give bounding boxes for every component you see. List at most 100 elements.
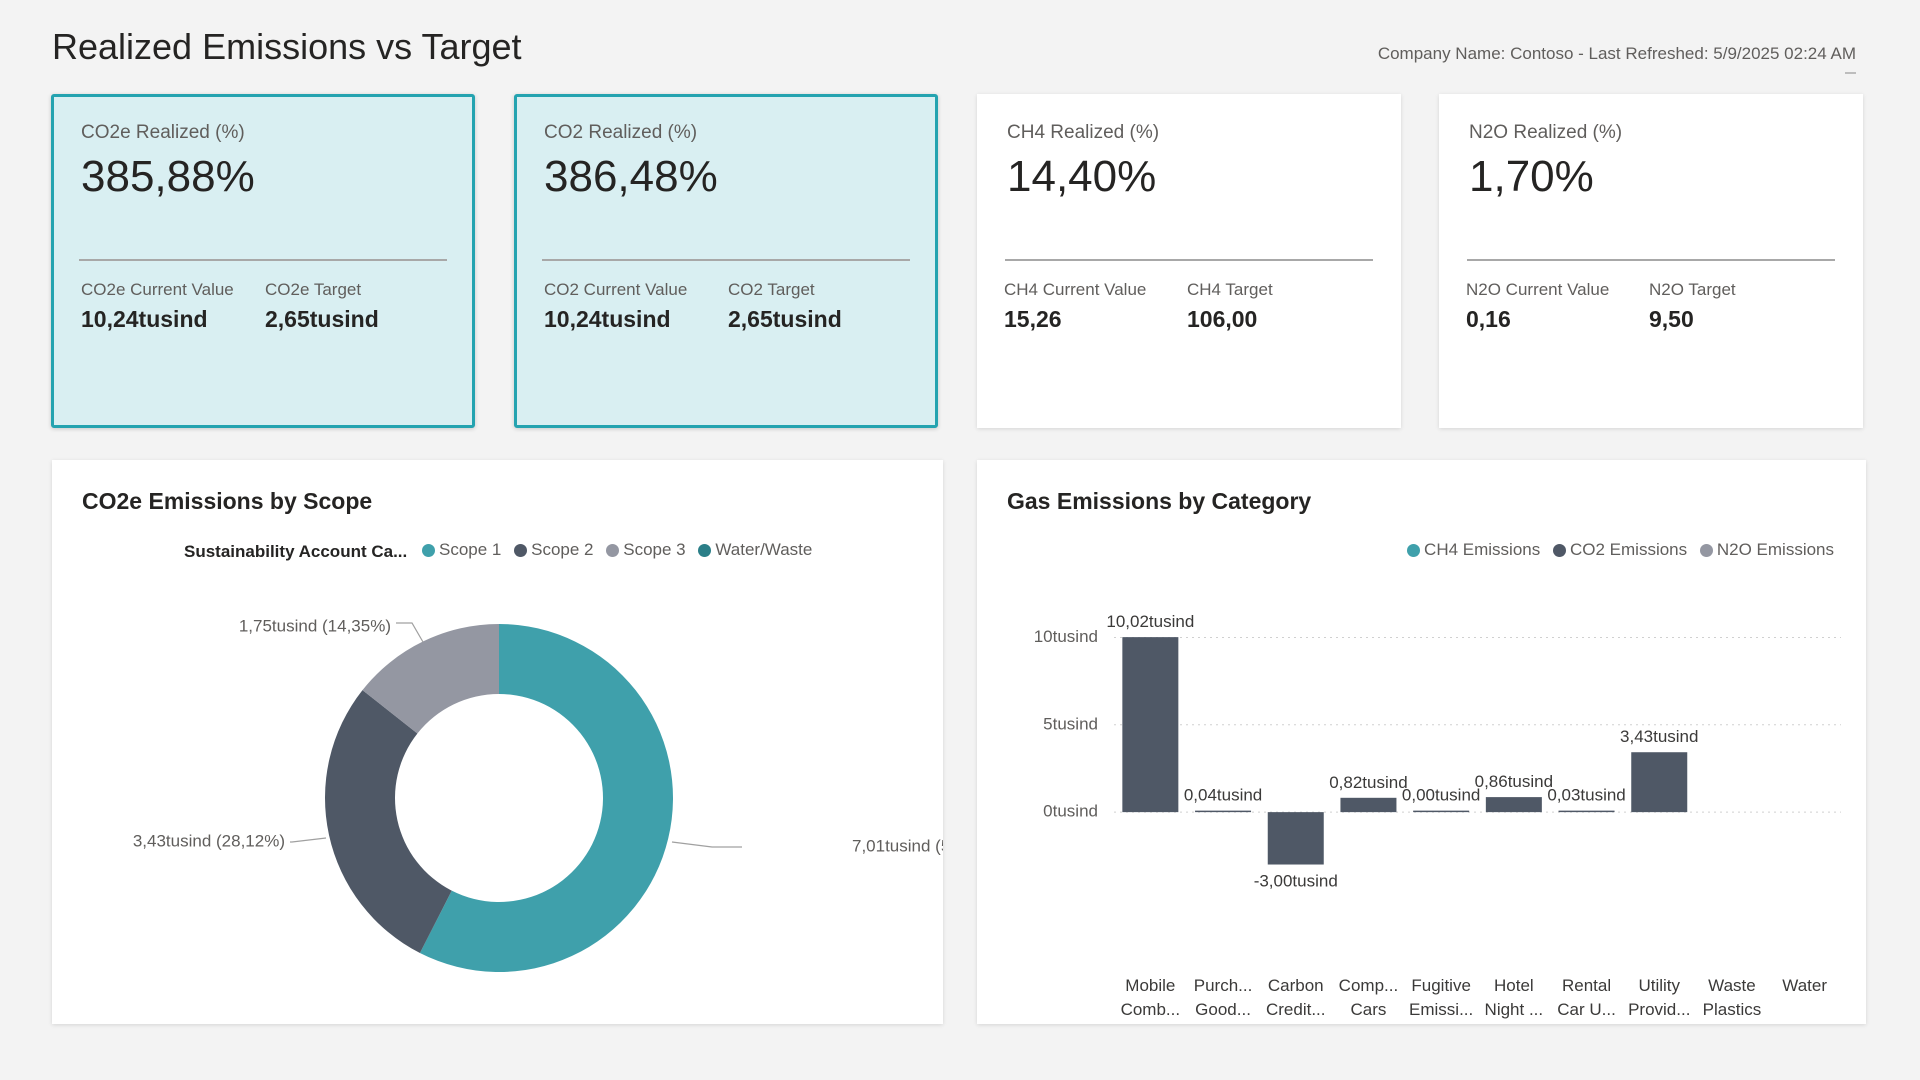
legend-dot (421, 543, 435, 557)
y-tick-label: 0tusind (1043, 802, 1098, 821)
bar-0 (1122, 637, 1179, 813)
category-bar-chart: 0tusind 5tusind 10tusind 10,02tusind Mobile C… (1034, 612, 1841, 1019)
current-value-label: CH4 Current Value (1004, 280, 1147, 299)
x-tick-label: Carbon (1268, 976, 1324, 995)
bar-3 (1340, 797, 1397, 813)
bar-data-label: 10,02tusind (1106, 612, 1194, 631)
legend-dot (514, 543, 528, 557)
target-value: 2,65tusind (728, 306, 842, 332)
x-tick-label: Emissi... (1409, 1000, 1473, 1019)
x-tick-label: Waste (1708, 976, 1756, 995)
bar-data-label: 0,82tusind (1329, 773, 1407, 792)
current-value-label: CO2 Current Value (544, 280, 688, 299)
x-tick-label: Water (1782, 976, 1827, 995)
category-chart-panel[interactable]: Gas Emissions by Category CH4 Emissions … (977, 460, 1866, 1024)
legend-label: Scope 3 (623, 540, 686, 559)
legend-item-water-waste[interactable]: Water/Waste (698, 540, 812, 560)
donut-slice-scope-3 (362, 624, 499, 734)
legend-dot (1552, 543, 1566, 557)
donut-slice-scope-2 (325, 690, 452, 954)
donut-leader-line (290, 837, 327, 843)
bar-data-label: 3,43tusind (1620, 727, 1698, 746)
kpi-label: CO2 Realized (%) (544, 122, 698, 143)
bar-data-label: 0,00tusind (1402, 786, 1480, 805)
x-tick-label: Plastics (1703, 1000, 1762, 1019)
kpi-divider (1467, 259, 1835, 261)
target-value: 9,50 (1649, 306, 1694, 332)
legend-item-scope-1[interactable]: Scope 1 (421, 540, 502, 560)
bar-data-label: 0,86tusind (1475, 772, 1553, 791)
legend-label: Scope 1 (438, 540, 502, 559)
x-tick-label: Comp... (1339, 976, 1399, 995)
kpi-value: 1,70% (1469, 152, 1594, 201)
legend-dot (698, 543, 712, 557)
kpi-divider (1005, 259, 1373, 261)
kpi-card-ch4[interactable]: CH4 Realized (%) 14,40% CH4 Current Valu… (977, 94, 1401, 428)
target-label: N2O Target (1649, 280, 1736, 299)
refresh-underline (1845, 72, 1856, 74)
x-tick-label: Night ... (1485, 1000, 1544, 1019)
scope-donut-chart: 7,01tusind (57,53%) 3,43tusind (28,12%) 1,… (133, 616, 943, 972)
x-tick-label: Mobile (1125, 976, 1175, 995)
x-tick-label: Cars (1350, 1000, 1386, 1019)
kpi-divider (542, 259, 910, 261)
target-value: 106,00 (1187, 306, 1258, 332)
kpi-label: CH4 Realized (%) (1007, 122, 1160, 143)
donut-data-label: 1,75tusind (14,35%) (239, 616, 391, 635)
x-tick-label: Fugitive (1411, 976, 1471, 995)
panel-title: Gas Emissions by Category (1007, 488, 1312, 514)
donut-leader-line (671, 841, 742, 848)
legend-label: Water/Waste (715, 540, 813, 559)
kpi-value: 386,48% (544, 152, 718, 201)
scope-chart-panel[interactable]: CO2e Emissions by Scope Sustainability A… (52, 460, 943, 1024)
legend-item-co2[interactable]: CO2 Emissions (1552, 540, 1688, 560)
legend-dot (1407, 543, 1421, 557)
kpi-label: N2O Realized (%) (1469, 122, 1623, 143)
bar-6 (1558, 810, 1615, 813)
x-tick-label: Car U... (1557, 1000, 1616, 1019)
target-label: CO2e Target (265, 280, 362, 299)
legend-label: CH4 Emissions (1424, 540, 1541, 559)
legend-dot (1699, 543, 1713, 557)
scope-legend: Sustainability Account Ca... Scope 1 Sco… (184, 540, 820, 562)
legend-item-ch4[interactable]: CH4 Emissions (1407, 540, 1540, 560)
x-tick-label: Rental (1562, 976, 1611, 995)
legend-label: N2O Emissions (1716, 540, 1834, 559)
current-value-label: CO2e Current Value (81, 280, 234, 299)
target-label: CH4 Target (1187, 280, 1273, 299)
kpi-card-co2[interactable]: CO2 Realized (%) 386,48% CO2 Current Val… (514, 94, 938, 428)
current-value: 10,24tusind (81, 306, 208, 332)
panel-title: CO2e Emissions by Scope (82, 488, 373, 514)
x-tick-label: Comb... (1121, 1000, 1181, 1019)
legend-item-n2o[interactable]: N2O Emissions (1699, 540, 1834, 560)
bar-7 (1631, 752, 1688, 813)
page-title: Realized Emissions vs Target (52, 26, 522, 67)
kpi-label: CO2e Realized (%) (81, 122, 245, 143)
donut-data-label: 3,43tusind (28,12%) (133, 831, 285, 850)
kpi-card-co2e[interactable]: CO2e Realized (%) 385,88% CO2e Current V… (51, 94, 475, 428)
x-tick-label: Hotel (1494, 976, 1534, 995)
y-tick-label: 10tusind (1034, 627, 1098, 646)
kpi-value: 385,88% (81, 152, 255, 201)
refresh-info: Company Name: Contoso - Last Refreshed: … (1377, 44, 1856, 63)
donut-data-label: 7,01tusind (57,53%) (852, 836, 943, 855)
x-tick-label: Credit... (1266, 1000, 1326, 1019)
legend-item-scope-3[interactable]: Scope 3 (606, 540, 686, 560)
kpi-divider (79, 259, 447, 261)
bar-data-label: 0,03tusind (1547, 786, 1625, 805)
donut-slice-scope-1 (419, 624, 674, 972)
legend-label: CO2 Emissions (1569, 540, 1688, 559)
legend-label: Scope 2 (531, 540, 594, 559)
bar-4 (1413, 810, 1470, 813)
current-value: 15,26 (1004, 306, 1062, 332)
current-value: 10,24tusind (544, 306, 671, 332)
current-value-label: N2O Current Value (1466, 280, 1610, 299)
x-tick-label: Provid... (1628, 1000, 1690, 1019)
x-tick-label: Good... (1195, 1000, 1251, 1019)
bar-5 (1485, 797, 1542, 813)
kpi-card-n2o[interactable]: N2O Realized (%) 1,70% N2O Current Value… (1439, 94, 1863, 428)
legend-item-scope-2[interactable]: Scope 2 (514, 540, 594, 560)
legend-title: Sustainability Account Ca... (184, 541, 408, 561)
legend-dot (606, 543, 620, 557)
bar-data-label: 0,04tusind (1184, 786, 1262, 805)
